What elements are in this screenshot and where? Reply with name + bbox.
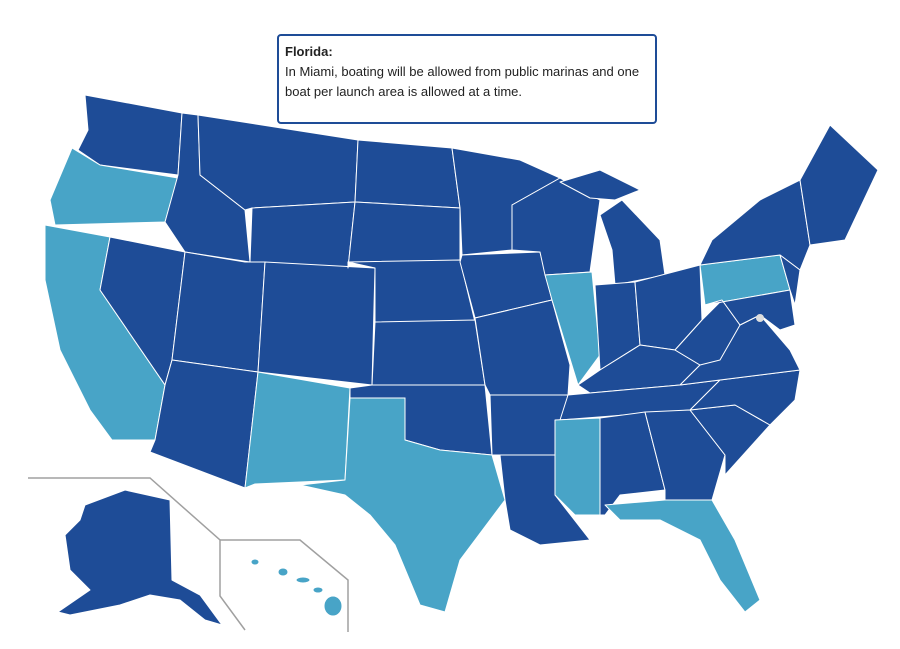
state-arizona[interactable] xyxy=(149,359,259,489)
hawaii-island[interactable] xyxy=(295,576,311,584)
state-illinois[interactable] xyxy=(544,271,601,386)
tooltip: Florida: In Miami, boating will be allow… xyxy=(277,34,657,124)
hawaii-inset-frame xyxy=(220,539,349,632)
state-hawaii[interactable] xyxy=(250,558,343,617)
state-new-mexico[interactable] xyxy=(244,371,351,489)
state-north-dakota[interactable] xyxy=(354,139,461,209)
tooltip-text: In Miami, boating will be allowed from p… xyxy=(285,64,640,99)
hawaii-island[interactable] xyxy=(312,586,324,594)
state-wyoming[interactable] xyxy=(244,201,356,269)
state-new-jersey[interactable] xyxy=(779,254,801,306)
state-florida[interactable] xyxy=(604,499,761,613)
hawaii-island[interactable] xyxy=(250,558,260,566)
state-colorado[interactable] xyxy=(257,261,376,386)
state-michigan-upper[interactable] xyxy=(559,169,641,201)
state-texas[interactable] xyxy=(299,397,506,613)
dc-marker[interactable] xyxy=(756,314,764,322)
tooltip-title: Florida: xyxy=(285,44,333,59)
state-maryland-delaware[interactable] xyxy=(704,289,796,331)
state-mississippi[interactable] xyxy=(554,417,601,516)
state-south-dakota[interactable] xyxy=(347,201,461,269)
state-missouri[interactable] xyxy=(474,299,571,396)
state-new-england[interactable] xyxy=(799,124,879,246)
hawaii-island[interactable] xyxy=(277,567,289,577)
state-alaska[interactable] xyxy=(57,489,223,626)
state-michigan[interactable] xyxy=(599,199,666,286)
hawaii-island[interactable] xyxy=(323,595,343,617)
state-utah[interactable] xyxy=(171,251,266,373)
state-new-york[interactable] xyxy=(699,179,811,271)
state-kansas[interactable] xyxy=(371,319,486,386)
